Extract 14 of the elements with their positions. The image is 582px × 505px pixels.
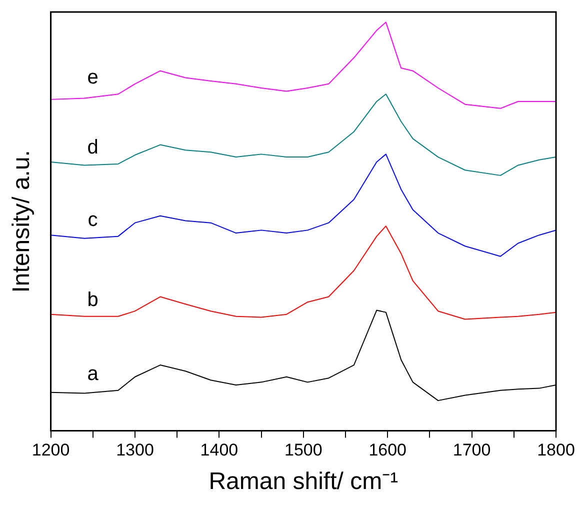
x-tick-label: 1800 [537,440,575,460]
x-tick-label: 1300 [116,440,154,460]
series-label: b [87,288,98,311]
series-label: a [87,362,100,385]
x-tick-label: 1400 [200,440,238,460]
series-label: c [88,208,98,231]
x-axis-title: Raman shift/ cm⁻¹ [208,468,398,496]
series-label: e [87,66,98,89]
x-tick-label: 1500 [284,440,322,460]
x-tick-label: 1200 [32,440,70,460]
x-tick-label: 1700 [452,440,491,460]
x-tick-label: 1600 [368,440,407,460]
y-axis-title: Intensity/ a.u. [8,150,36,293]
series-label: d [87,136,98,159]
